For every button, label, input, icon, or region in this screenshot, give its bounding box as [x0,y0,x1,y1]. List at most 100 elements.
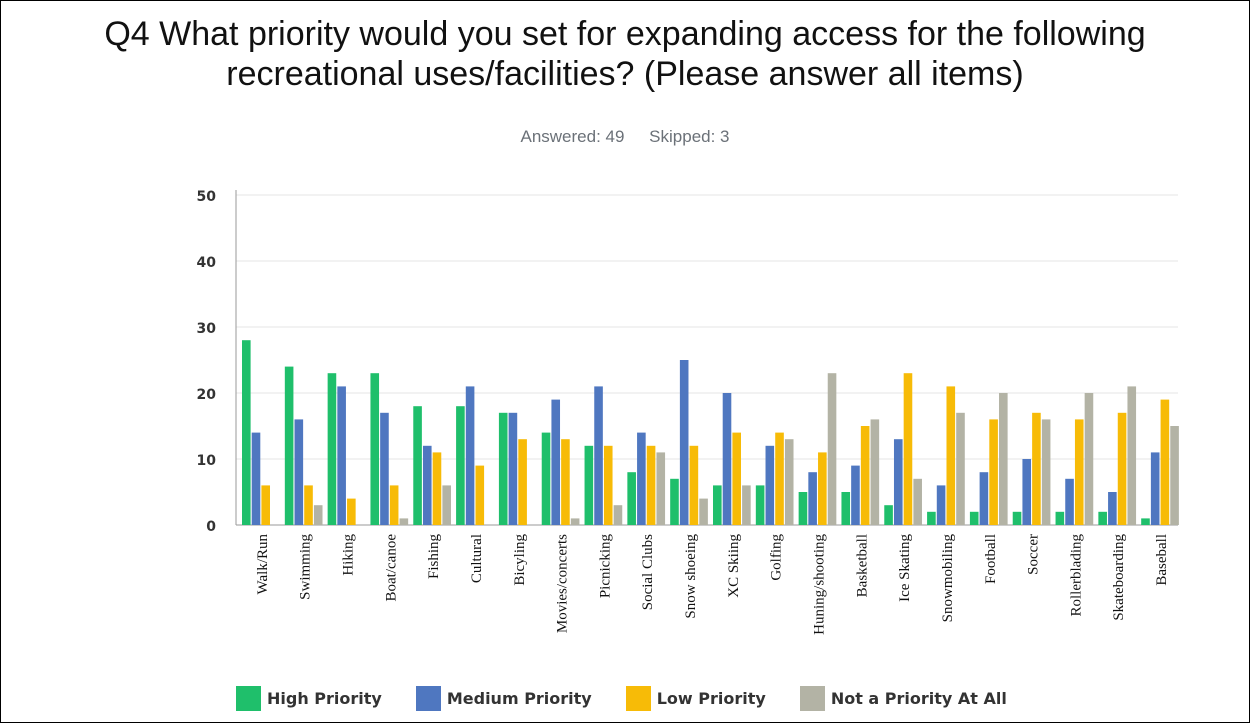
bar-high-priority [713,485,722,525]
bar-medium-priority [594,386,603,525]
bar-medium-priority [422,445,432,525]
bar-medium-priority [465,386,475,525]
bar-high-priority [584,445,594,525]
y-tick-label: 40 [197,255,217,271]
x-tick-label: Football [983,534,999,584]
bar-low-priority [646,445,656,525]
bar-high-priority [370,373,380,525]
bar-not-a-priority-at-all [313,505,323,525]
bar-not-a-priority-at-all [742,485,751,525]
bar-high-priority [670,478,679,525]
bar-not-a-priority-at-all [613,505,623,525]
bar-low-priority [603,445,613,525]
x-tick-label: Huning/shooting [811,534,827,635]
x-tick-label: Skateboarding [1111,534,1127,621]
bar-high-priority [242,340,251,525]
bar-not-a-priority-at-all [999,393,1008,525]
y-tick-label: 20 [197,387,217,403]
x-tick-label: Snow shoeing [683,534,699,619]
bar-low-priority [561,439,570,525]
y-tick-label: 10 [197,453,217,469]
bar-medium-priority [508,412,518,525]
x-tick-label: XC Skiing [726,534,742,598]
bar-low-priority [432,452,442,525]
bar-medium-priority [979,472,989,525]
bar-not-a-priority-at-all [1170,426,1179,525]
legend-item: Not a Priority At All [799,685,1007,711]
y-tick-label: 30 [197,321,217,337]
response-stats: Answered: 49 Skipped: 3 [0,127,1250,147]
bar-low-priority [1160,399,1170,525]
bar-medium-priority [936,485,946,525]
bar-high-priority [498,412,508,525]
bar-low-priority [1074,419,1084,525]
bar-high-priority [627,472,636,525]
bar-low-priority [818,452,827,525]
legend-swatch [236,685,261,711]
bar-not-a-priority-at-all [442,485,451,525]
bar-medium-priority [1108,492,1117,525]
bar-low-priority [775,432,784,525]
bar-high-priority [1055,511,1065,525]
x-tick-label: Soccer [1026,534,1042,575]
bar-high-priority [1098,511,1107,525]
legend-label: High Priority [267,688,382,708]
bar-not-a-priority-at-all [656,452,666,525]
legend-label: Medium Priority [446,688,592,708]
bar-high-priority [884,505,893,525]
bar-medium-priority [251,432,261,525]
bar-low-priority [689,445,699,525]
bar-low-priority [518,439,527,525]
legend-label: Low Priority [656,688,766,708]
bar-not-a-priority-at-all [870,419,880,525]
bar-not-a-priority-at-all [1041,419,1051,525]
bar-medium-priority [637,432,646,525]
x-tick-label: Walk/Run [255,534,271,595]
legend-swatch [799,685,825,711]
bar-medium-priority [1150,452,1160,525]
bar-medium-priority [851,465,860,525]
x-tick-label: Picnicking [597,534,613,599]
bar-low-priority [860,426,870,525]
bar-not-a-priority-at-all [1084,393,1094,525]
bar-medium-priority [1065,478,1074,525]
bar-medium-priority [765,445,775,525]
bar-high-priority [456,406,465,525]
y-tick-label: 0 [206,519,216,535]
bar-high-priority [327,373,337,525]
bar-medium-priority [679,360,689,525]
bar-low-priority [261,485,270,525]
bar-high-priority [969,511,979,525]
bar-high-priority [413,406,422,525]
bar-low-priority [989,419,998,525]
bar-low-priority [347,498,356,525]
bar-medium-priority [294,419,304,525]
x-tick-label: Baseball [1154,534,1170,586]
bar-not-a-priority-at-all [570,518,580,525]
bar-high-priority [798,492,808,525]
bar-high-priority [841,492,851,525]
bar-medium-priority [1022,459,1032,525]
bar-not-a-priority-at-all [827,373,837,525]
bar-medium-priority [380,412,389,525]
bar-high-priority [755,485,765,525]
bar-not-a-priority-at-all [956,412,965,525]
legend-item: Low Priority [625,685,766,711]
bar-not-a-priority-at-all [784,439,794,525]
x-tick-label: Golfing [769,534,785,581]
bar-high-priority [541,432,551,525]
bar-medium-priority [808,472,817,525]
x-tick-label: Cultural [469,534,485,583]
x-tick-label: Basketball [854,534,870,597]
bar-medium-priority [551,399,561,525]
bar-low-priority [903,373,913,525]
bar-medium-priority [893,439,903,525]
bar-not-a-priority-at-all [1127,386,1137,525]
bar-high-priority [284,366,294,525]
chart-title-line-1: Q4 What priority would you set for expan… [104,15,1146,53]
x-tick-label: Swimming [298,534,314,600]
bar-low-priority [946,386,956,525]
bar-high-priority [927,511,936,525]
x-tick-label: Fishing [426,534,442,580]
legend-label: Not a Priority At All [830,688,1007,708]
